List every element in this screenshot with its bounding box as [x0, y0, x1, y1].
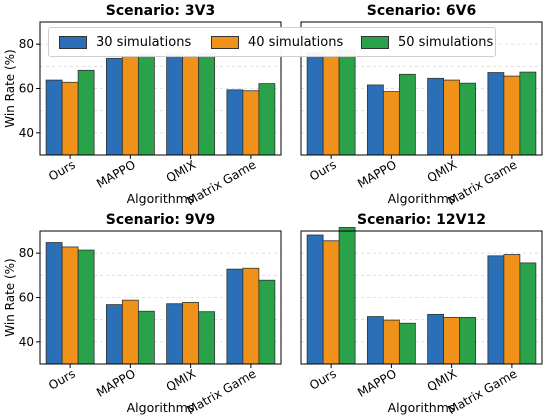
bar	[398, 73, 416, 156]
y-tick-label: 40	[19, 126, 34, 140]
panel-title: Scenario: 12V12	[357, 212, 486, 228]
x-tick-label: Matrix Game	[445, 366, 519, 417]
bar	[182, 56, 200, 156]
x-axis-label: Algorithms	[388, 191, 456, 206]
bar	[519, 262, 537, 365]
bar	[105, 57, 123, 156]
y-tick-label: 80	[19, 37, 34, 51]
plot-frame	[300, 21, 543, 156]
bar	[121, 56, 139, 156]
legend-swatch-30	[59, 36, 87, 49]
x-tick-label: MAPPO	[355, 366, 399, 399]
bar	[198, 53, 216, 156]
bar	[338, 49, 356, 156]
bar	[61, 81, 79, 156]
bar	[77, 249, 95, 365]
legend: 30 simulations 40 simulations 50 simulat…	[48, 27, 496, 57]
legend-swatch-50	[361, 36, 389, 49]
bar	[487, 72, 505, 156]
bar	[459, 317, 477, 365]
bar	[242, 267, 260, 365]
legend-label-30: 30 simulations	[96, 35, 192, 50]
bar	[137, 310, 155, 365]
bar	[137, 53, 155, 156]
y-tick-label: 80	[19, 246, 34, 260]
bar	[382, 319, 400, 365]
panel-title: Scenario: 9V9	[106, 212, 215, 228]
panel-title: Scenario: 3V3	[106, 3, 215, 19]
x-tick-label: MAPPO	[94, 157, 138, 190]
bar	[487, 255, 505, 365]
bar	[503, 254, 521, 365]
bar	[366, 316, 384, 365]
bar	[77, 69, 95, 156]
legend-item-40: 40 simulations	[211, 34, 343, 51]
bar	[306, 234, 324, 365]
bar	[105, 304, 123, 365]
bar	[398, 322, 416, 365]
bar	[366, 84, 384, 156]
y-tick-label: 40	[19, 335, 34, 349]
x-tick-label: QMIX	[425, 366, 459, 394]
legend-label-50: 50 simulations	[398, 35, 494, 50]
bar	[182, 301, 200, 365]
legend-item-30: 30 simulations	[59, 34, 191, 51]
bar	[226, 268, 244, 365]
bar	[443, 79, 461, 156]
bar	[306, 52, 324, 156]
bar	[258, 83, 276, 156]
x-tick-label: QMIX	[164, 366, 198, 394]
bar	[242, 90, 260, 156]
x-axis-label: Algorithms	[127, 191, 195, 206]
x-tick-label: Ours	[307, 366, 338, 392]
bar	[338, 227, 356, 365]
bar	[382, 91, 400, 156]
x-tick-label: MAPPO	[94, 366, 138, 399]
y-axis-label: Win Rate (%)	[3, 258, 17, 336]
y-tick-label: 60	[19, 82, 34, 96]
bar	[121, 299, 139, 365]
bar	[258, 279, 276, 365]
panel-title: Scenario: 6V6	[367, 3, 476, 19]
y-axis-label: Win Rate (%)	[3, 49, 17, 127]
legend-label-40: 40 simulations	[248, 35, 344, 50]
legend-swatch-40	[211, 36, 239, 49]
x-tick-label: Ours	[46, 157, 77, 183]
bar	[503, 75, 521, 156]
x-tick-label: QMIX	[425, 157, 459, 185]
y-tick-label: 60	[19, 291, 34, 305]
plot-frame	[300, 230, 543, 365]
x-tick-label: MAPPO	[355, 157, 399, 190]
x-tick-label: QMIX	[164, 157, 198, 185]
bar	[519, 71, 537, 156]
bar	[166, 303, 184, 365]
bar	[443, 317, 461, 365]
legend-item-50: 50 simulations	[361, 34, 493, 51]
bar	[166, 53, 184, 156]
bar	[322, 240, 340, 365]
bar	[61, 246, 79, 365]
bar	[45, 242, 63, 365]
x-tick-label: Matrix Game	[184, 366, 258, 417]
bar	[322, 48, 340, 156]
x-axis-label: Algorithms	[388, 400, 456, 415]
bar	[427, 77, 445, 156]
bar	[198, 311, 216, 365]
x-tick-label: Ours	[46, 366, 77, 392]
bar	[459, 82, 477, 156]
bar	[226, 89, 244, 156]
bar	[45, 79, 63, 156]
x-axis-label: Algorithms	[127, 400, 195, 415]
x-tick-label: Ours	[307, 157, 338, 183]
bar	[427, 313, 445, 365]
